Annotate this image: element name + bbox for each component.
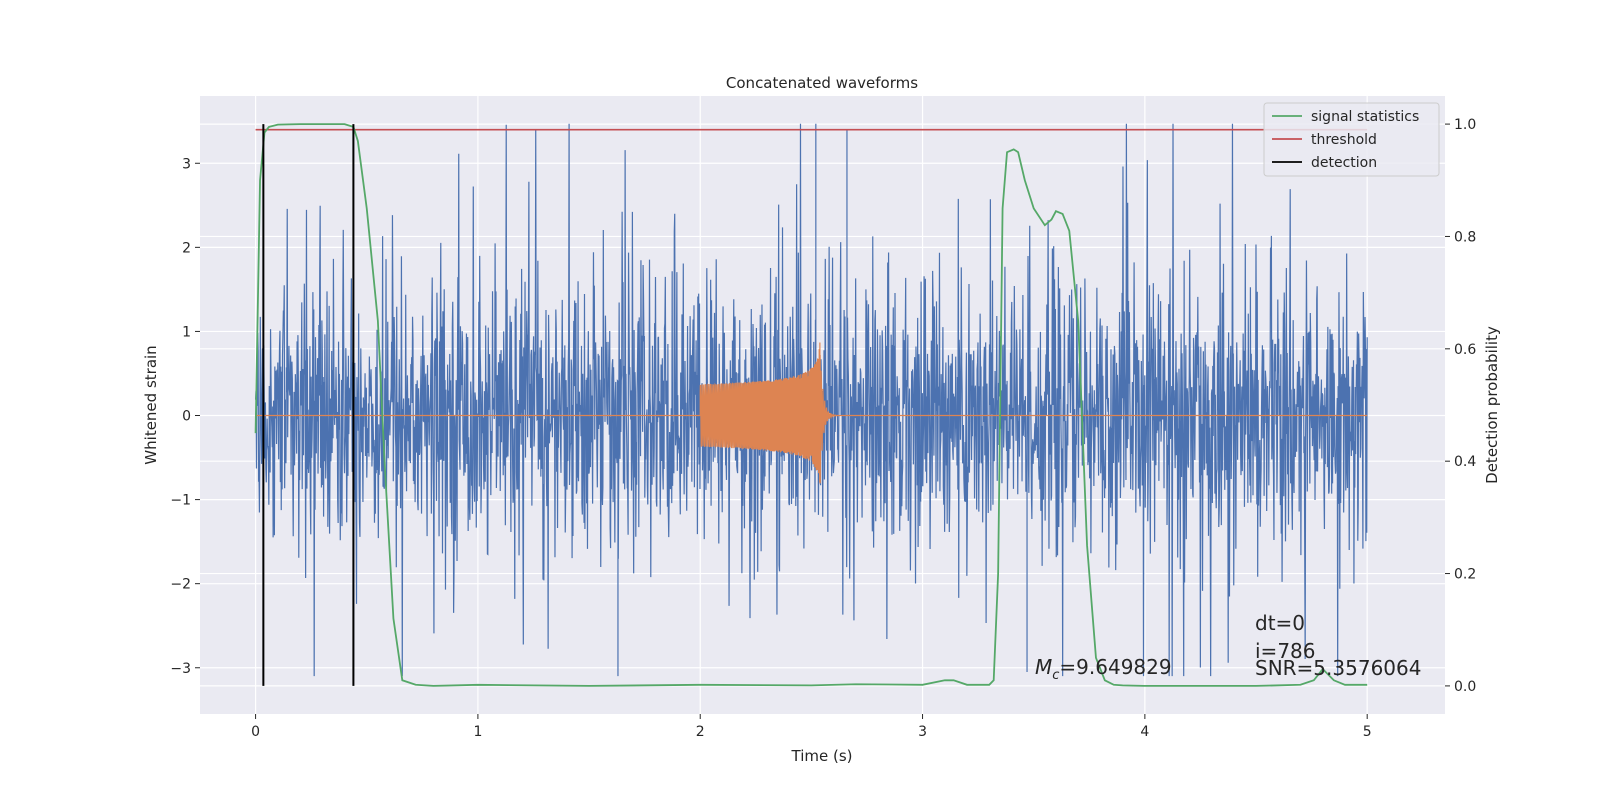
y-left-tick-label-6: 3 <box>182 156 191 172</box>
y-right-tick-label-3: 0.6 <box>1454 342 1476 358</box>
x-axis-label: Time (s) <box>791 747 853 765</box>
chirp-waveform-series <box>255 342 1368 484</box>
x-tick-label-3: 3 <box>918 724 927 740</box>
y-axis-right: 0.0 0.2 0.4 0.6 0.8 1.0 <box>1445 117 1476 695</box>
y-axis-left-label: Whitened strain <box>142 345 160 464</box>
chirp-mass-value: =9.649829 <box>1059 655 1171 679</box>
y-right-tick-label-0: 0.0 <box>1454 679 1476 695</box>
legend-label-0: signal statistics <box>1311 109 1419 125</box>
detection-lines <box>262 124 355 686</box>
y-left-tick-label-2: −1 <box>170 493 191 509</box>
chart-title: Concatenated waveforms <box>726 74 918 92</box>
y-right-tick-label-1: 0.2 <box>1454 567 1476 583</box>
y-left-tick-label-5: 2 <box>182 240 191 256</box>
x-tick-label-4: 4 <box>1140 724 1149 740</box>
y-left-tick-label-0: −3 <box>170 661 191 677</box>
signal-statistics-line <box>254 123 1368 687</box>
chirp-mass-annotation: Mc=9.649829 <box>1035 655 1172 683</box>
legend-label-2: detection <box>1311 155 1377 171</box>
y-left-tick-label-1: −2 <box>170 577 191 593</box>
legend: signal statistics threshold detection <box>1263 102 1440 177</box>
x-tick-label-5: 5 <box>1363 724 1372 740</box>
x-axis: 0 1 2 3 4 5 <box>251 714 1372 740</box>
chirp-mass-subscript: c <box>1052 668 1059 683</box>
y-right-tick-label-5: 1.0 <box>1454 117 1476 133</box>
y-axis-left: −3 −2 −1 0 1 2 3 <box>170 156 200 677</box>
grid <box>200 96 1445 714</box>
y-right-tick-label-4: 0.8 <box>1454 229 1476 245</box>
x-tick-label-1: 1 <box>473 724 482 740</box>
chirp-mass-symbol: M <box>1035 655 1052 679</box>
x-tick-label-0: 0 <box>251 724 260 740</box>
i-annotation: i=786 <box>1255 639 1316 663</box>
x-tick-label-2: 2 <box>696 724 705 740</box>
snr-annotation: SNR=5.3576064 <box>1255 656 1421 680</box>
y-left-tick-label-3: 0 <box>182 409 191 425</box>
y-right-tick-label-2: 0.4 <box>1454 454 1476 470</box>
legend-box <box>1263 102 1440 177</box>
dt-annotation: dt=0 <box>1255 611 1305 635</box>
y-left-tick-label-4: 1 <box>182 324 191 340</box>
legend-label-1: threshold <box>1311 132 1377 148</box>
y-axis-right-label: Detection probability <box>1483 326 1501 484</box>
